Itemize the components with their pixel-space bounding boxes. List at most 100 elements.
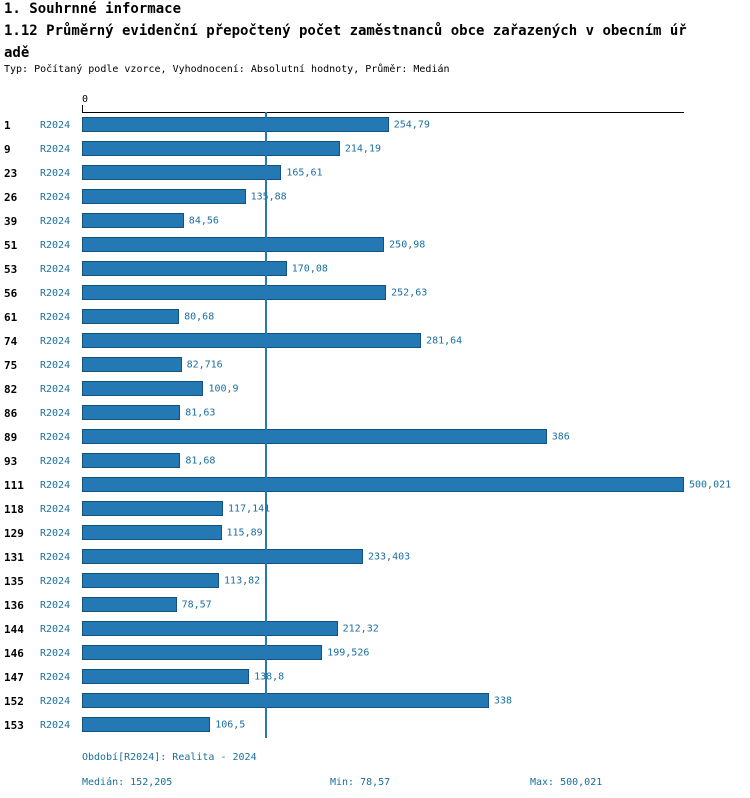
row-id-label: 86 — [4, 406, 18, 420]
bar-track: 78,57 — [82, 593, 684, 617]
bar — [82, 357, 182, 372]
row-series-label: R2024 — [40, 335, 71, 347]
chart-row: 144 R2024 212,32 — [0, 617, 750, 641]
row-series-label: R2024 — [40, 623, 71, 635]
bar-value-label: 138,8 — [254, 671, 285, 683]
bar-track: 100,9 — [82, 377, 684, 401]
row-id-label: 56 — [4, 286, 18, 300]
row-id-label: 144 — [4, 622, 24, 636]
row-series-label: R2024 — [40, 695, 71, 707]
row-series-label: R2024 — [40, 119, 71, 131]
row-id-label: 75 — [4, 358, 18, 372]
row-id-label: 131 — [4, 550, 24, 564]
bar-track: 115,89 — [82, 521, 684, 545]
bar — [82, 717, 211, 732]
row-series-label: R2024 — [40, 719, 71, 731]
row-series-label: R2024 — [40, 215, 71, 227]
chart-row: 53 R2024 170,08 — [0, 257, 750, 281]
chart-row: 152 R2024 338 — [0, 689, 750, 713]
bar — [82, 501, 224, 516]
bar-value-label: 250,98 — [389, 239, 426, 251]
bar — [82, 429, 547, 444]
row-id-label: 118 — [4, 502, 24, 516]
bar-value-label: 84,56 — [188, 215, 219, 227]
bar — [82, 525, 222, 540]
bar — [82, 477, 684, 492]
bar-track: 165,61 — [82, 161, 684, 185]
bar-value-label: 199,526 — [327, 647, 370, 659]
bar-track: 135,88 — [82, 185, 684, 209]
bar-value-label: 212,32 — [342, 623, 379, 635]
bar — [82, 333, 422, 348]
bar-value-label: 81,68 — [185, 455, 216, 467]
bar — [82, 645, 323, 660]
chart-row: 146 R2024 199,526 — [0, 641, 750, 665]
row-series-label: R2024 — [40, 383, 71, 395]
row-series-label: R2024 — [40, 431, 71, 443]
chart-row: 51 R2024 250,98 — [0, 233, 750, 257]
row-series-label: R2024 — [40, 407, 71, 419]
row-id-label: 111 — [4, 478, 24, 492]
chart-row: 26 R2024 135,88 — [0, 185, 750, 209]
row-series-label: R2024 — [40, 263, 71, 275]
bar-value-label: 386 — [551, 431, 570, 443]
bar-track: 199,526 — [82, 641, 684, 665]
bar — [82, 405, 181, 420]
axis-top-line — [82, 112, 684, 113]
chart-row: 135 R2024 113,82 — [0, 569, 750, 593]
bar-track: 214,19 — [82, 137, 684, 161]
row-id-label: 53 — [4, 262, 18, 276]
chart-row: 89 R2024 386 — [0, 425, 750, 449]
bar-value-label: 81,63 — [185, 407, 216, 419]
bar-value-label: 113,82 — [224, 575, 261, 587]
row-id-label: 9 — [4, 142, 11, 156]
bar-value-label: 214,19 — [344, 143, 381, 155]
chart-row: 131 R2024 233,403 — [0, 545, 750, 569]
row-series-label: R2024 — [40, 647, 71, 659]
footer-min: Min: 78,57 — [330, 777, 391, 788]
chart-row: 111 R2024 500,021 — [0, 473, 750, 497]
row-id-label: 51 — [4, 238, 18, 252]
bar-value-label: 233,403 — [368, 551, 411, 563]
bar-track: 170,08 — [82, 257, 684, 281]
footer-period: Období[R2024]: Realita - 2024 — [82, 752, 257, 763]
bar — [82, 141, 340, 156]
bar-value-label: 106,5 — [215, 719, 246, 731]
bar — [82, 573, 220, 588]
bar-value-label: 117,141 — [228, 503, 271, 515]
chart-rows: 1 R2024 254,79 9 R2024 214,19 23 R2024 165,61 26 R… — [0, 113, 750, 737]
row-id-label: 23 — [4, 166, 18, 180]
bar-track: 84,56 — [82, 209, 684, 233]
bar — [82, 597, 177, 612]
row-id-label: 153 — [4, 718, 24, 732]
chart-row: 93 R2024 81,68 — [0, 449, 750, 473]
row-id-label: 39 — [4, 214, 18, 228]
row-series-label: R2024 — [40, 191, 71, 203]
bar-value-label: 78,57 — [181, 599, 212, 611]
bar — [82, 309, 180, 324]
bar-track: 81,68 — [82, 449, 684, 473]
bar — [82, 693, 489, 708]
bar-track: 212,32 — [82, 617, 684, 641]
bar-value-label: 281,64 — [426, 335, 463, 347]
chart-row: 129 R2024 115,89 — [0, 521, 750, 545]
chart-row: 82 R2024 100,9 — [0, 377, 750, 401]
bar — [82, 621, 338, 636]
bar-track: 113,82 — [82, 569, 684, 593]
row-series-label: R2024 — [40, 503, 71, 515]
chart-row: 75 R2024 82,716 — [0, 353, 750, 377]
bar — [82, 453, 181, 468]
row-id-label: 61 — [4, 310, 18, 324]
page-title: 1. Souhrnné informace — [4, 1, 182, 17]
bar-value-label: 82,716 — [186, 359, 223, 371]
bar-value-label: 338 — [493, 695, 512, 707]
bar-track: 233,403 — [82, 545, 684, 569]
bar-value-label: 500,021 — [689, 479, 732, 491]
bar — [82, 117, 389, 132]
bar-track: 254,79 — [82, 113, 684, 137]
bar — [82, 381, 204, 396]
chart-row: 74 R2024 281,64 — [0, 329, 750, 353]
row-id-label: 136 — [4, 598, 24, 612]
chart-row: 56 R2024 252,63 — [0, 281, 750, 305]
